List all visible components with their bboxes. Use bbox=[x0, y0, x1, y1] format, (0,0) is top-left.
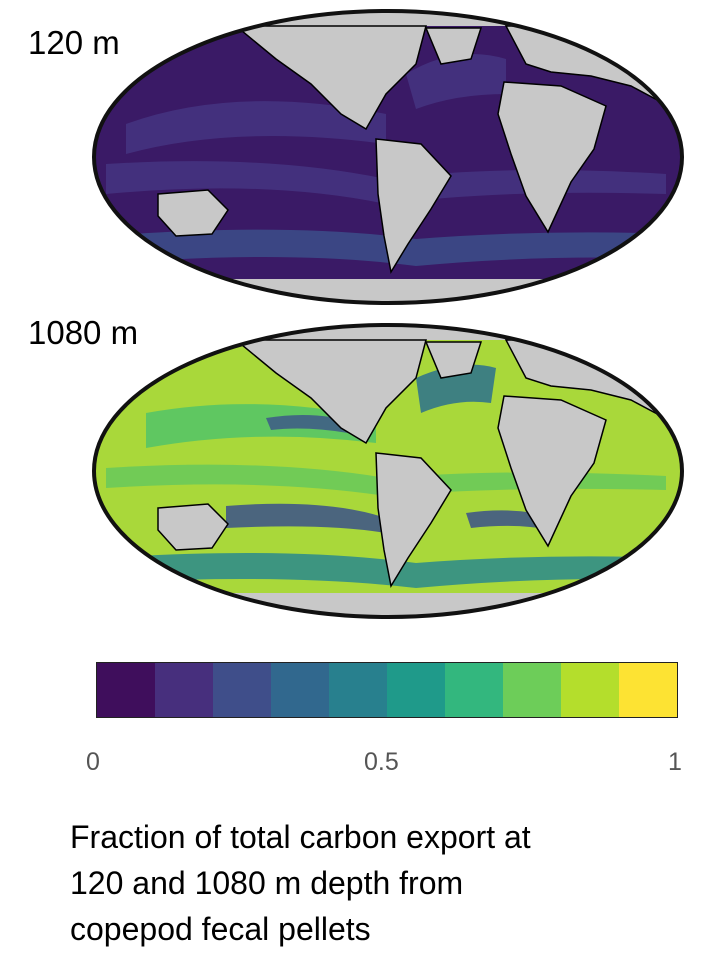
band-1080m-north-pacific bbox=[146, 404, 376, 448]
band-1080m-south-subtropical bbox=[226, 503, 386, 533]
colorbar-tick-1: 1 bbox=[668, 748, 682, 776]
land-greenland-1080m bbox=[424, 341, 483, 379]
colorbar-swatch bbox=[271, 663, 329, 717]
north-cap-1080m bbox=[94, 325, 682, 340]
south-ice-120m bbox=[94, 279, 682, 303]
colorbar bbox=[96, 662, 678, 718]
colorbar-swatch bbox=[445, 663, 503, 717]
band-120m-north-atlantic bbox=[406, 54, 506, 109]
colorbar-swatch bbox=[155, 663, 213, 717]
colorbar-swatch bbox=[619, 663, 677, 717]
colorbar-tick-0-5: 0.5 bbox=[364, 748, 399, 776]
figure-caption: Fraction of total carbon export at 120 a… bbox=[70, 819, 531, 947]
panel-label-120m: 120 m bbox=[28, 24, 120, 61]
map-120m bbox=[92, 9, 684, 305]
colorbar-swatch bbox=[213, 663, 271, 717]
land-africa-1080m bbox=[497, 395, 607, 548]
land-africa-120m bbox=[497, 81, 607, 234]
band-1080m-north-atlantic bbox=[416, 364, 496, 413]
colorbar-swatch bbox=[561, 663, 619, 717]
map-outline-1080m bbox=[92, 323, 684, 619]
panel-label-1080m: 1080 m bbox=[28, 314, 139, 351]
land-south-america-1080m bbox=[375, 452, 452, 589]
land-north-america-120m bbox=[233, 25, 427, 131]
colorbar-swatch bbox=[97, 663, 155, 717]
south-ice-1080m bbox=[94, 593, 682, 617]
colorbar-tick-0: 0 bbox=[86, 748, 100, 776]
map-1080m bbox=[92, 323, 684, 619]
north-cap-120m bbox=[94, 11, 682, 26]
land-south-america-120m bbox=[375, 138, 452, 275]
colorbar-swatch bbox=[329, 663, 387, 717]
colorbar-swatch bbox=[503, 663, 561, 717]
colorbar-swatch bbox=[387, 663, 445, 717]
land-australia-120m bbox=[157, 189, 229, 237]
map-outline-120m bbox=[92, 9, 684, 305]
land-greenland-120m bbox=[424, 27, 483, 65]
land-north-america-1080m bbox=[233, 339, 427, 445]
band-120m-north-pacific bbox=[126, 101, 386, 154]
land-australia-1080m bbox=[157, 503, 229, 551]
